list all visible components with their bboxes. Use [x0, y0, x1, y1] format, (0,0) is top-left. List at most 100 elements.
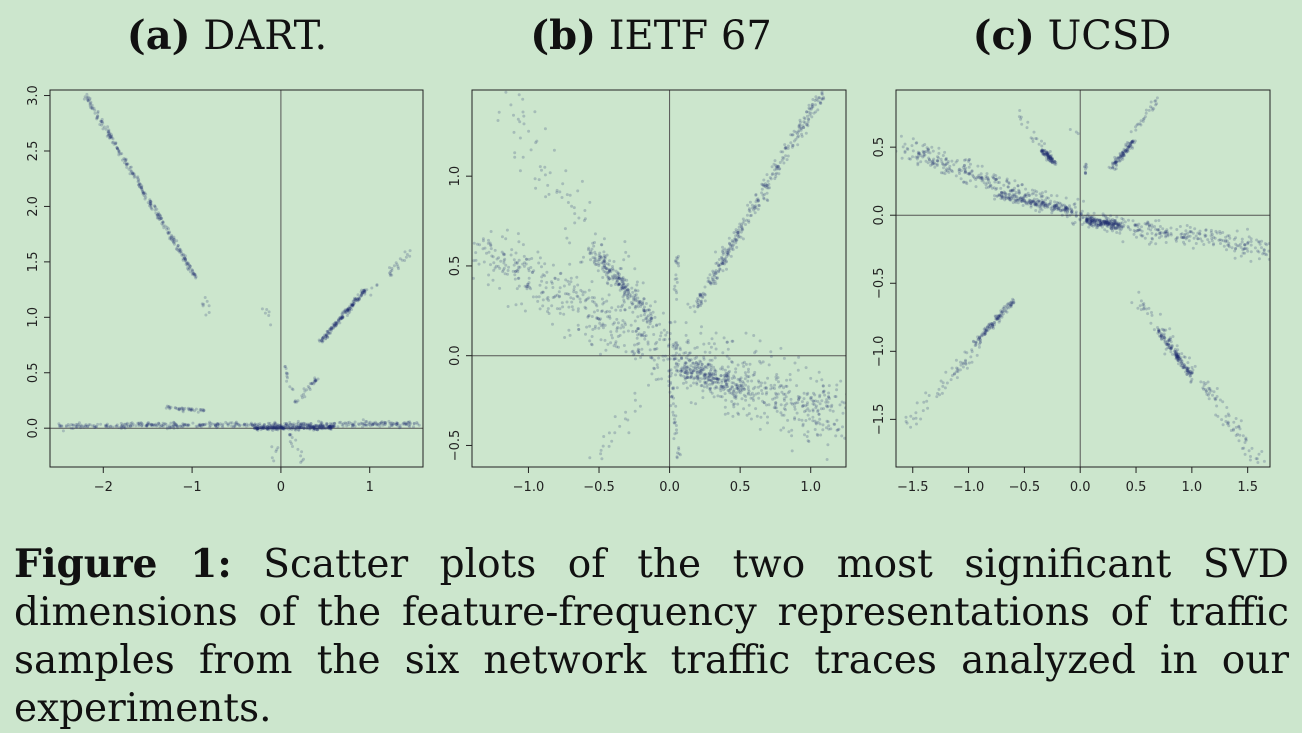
data-point	[925, 399, 929, 403]
data-point	[340, 312, 344, 316]
data-point	[483, 246, 487, 250]
data-point	[149, 203, 153, 207]
data-point	[777, 172, 781, 176]
data-point	[1076, 197, 1080, 201]
data-point	[732, 231, 736, 235]
data-point	[623, 291, 627, 295]
data-point	[145, 424, 149, 428]
data-point	[615, 327, 619, 331]
data-point	[607, 263, 611, 267]
data-point	[682, 366, 686, 370]
data-point	[1046, 155, 1050, 159]
data-point	[1184, 366, 1188, 370]
data-point	[730, 247, 734, 251]
data-point	[627, 254, 631, 258]
data-point	[1100, 219, 1104, 223]
data-point	[707, 372, 711, 376]
data-point	[1202, 381, 1206, 384]
data-point	[1247, 449, 1251, 453]
data-point	[1074, 214, 1078, 218]
data-point	[1147, 223, 1151, 227]
data-point	[683, 377, 687, 381]
data-point	[779, 411, 783, 415]
data-point	[1166, 339, 1169, 343]
data-point	[760, 392, 764, 396]
data-point	[1114, 157, 1118, 161]
data-point	[593, 241, 596, 244]
data-point	[296, 424, 300, 428]
data-point	[278, 425, 282, 429]
data-point	[1042, 203, 1046, 207]
data-point	[1118, 224, 1122, 228]
data-point	[944, 162, 948, 166]
data-point	[796, 143, 800, 147]
data-point	[1072, 203, 1076, 206]
data-point	[998, 193, 1002, 197]
data-point	[1068, 206, 1072, 210]
data-point	[1175, 235, 1179, 239]
data-point	[1098, 218, 1102, 222]
data-point	[961, 365, 965, 369]
data-point	[600, 309, 604, 313]
data-point	[773, 406, 777, 410]
data-point	[230, 424, 234, 428]
data-point	[713, 380, 716, 384]
data-point	[593, 250, 597, 254]
data-point	[667, 375, 671, 379]
data-point	[1034, 203, 1038, 207]
data-point	[1191, 246, 1195, 250]
data-point	[755, 414, 759, 418]
data-point	[632, 297, 636, 301]
data-point	[1074, 210, 1078, 214]
data-point	[947, 170, 951, 174]
data-point	[914, 416, 918, 420]
data-point	[137, 421, 141, 425]
data-point	[341, 315, 344, 319]
data-point	[255, 427, 259, 430]
data-point	[1089, 215, 1093, 219]
data-point	[592, 259, 596, 263]
data-point	[672, 287, 676, 291]
data-point	[822, 389, 826, 393]
data-point	[1121, 225, 1125, 229]
data-point	[782, 156, 786, 160]
data-point	[85, 92, 89, 96]
data-point	[833, 395, 837, 398]
data-point	[316, 426, 320, 430]
data-point	[1099, 221, 1103, 225]
data-point	[487, 273, 491, 277]
data-point	[298, 425, 302, 429]
data-point	[1209, 389, 1213, 393]
data-point	[176, 245, 180, 249]
data-point	[355, 297, 359, 301]
data-point	[1019, 196, 1022, 200]
data-point	[804, 409, 808, 413]
data-point	[1119, 154, 1123, 158]
data-point	[1140, 225, 1143, 229]
data-point	[972, 340, 976, 344]
data-point	[1114, 218, 1118, 222]
data-point	[124, 162, 128, 166]
data-point	[1249, 240, 1253, 243]
data-point	[718, 267, 722, 271]
data-point	[786, 418, 790, 422]
data-point	[1046, 153, 1050, 157]
data-point	[513, 155, 517, 159]
data-point	[647, 314, 650, 318]
data-point	[1196, 237, 1200, 241]
data-point	[116, 147, 120, 151]
data-point	[587, 246, 591, 250]
data-point	[1111, 162, 1115, 165]
data-point	[721, 269, 725, 273]
data-point	[727, 236, 731, 240]
data-point	[363, 423, 367, 427]
data-point	[1087, 221, 1091, 225]
data-point	[1185, 369, 1189, 373]
data-point	[712, 373, 716, 376]
data-point	[1188, 369, 1192, 373]
data-point	[404, 255, 408, 259]
data-point	[1042, 202, 1046, 206]
data-point	[312, 427, 316, 431]
data-point	[699, 367, 703, 370]
data-point	[1103, 222, 1107, 226]
